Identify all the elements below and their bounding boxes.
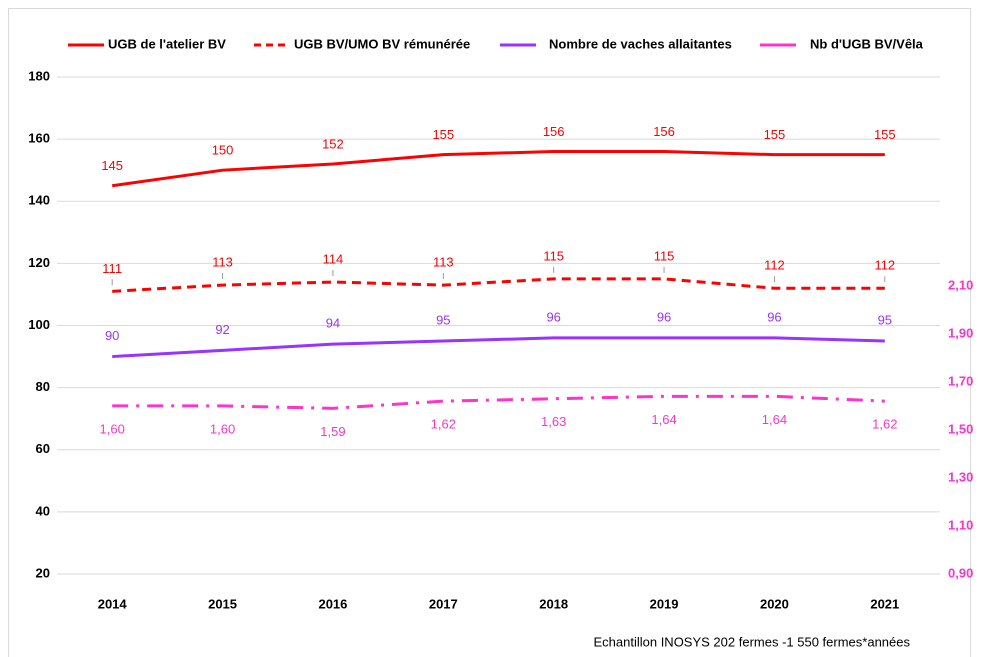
- legend-label: UGB de l'atelier BV: [108, 36, 226, 51]
- data-label: 145: [101, 158, 123, 173]
- data-label: 150: [212, 143, 234, 158]
- data-label: 94: [326, 316, 340, 331]
- y2-tick-label: 1,90: [948, 325, 973, 340]
- y-tick-label: 20: [36, 565, 50, 580]
- data-label: 1,60: [210, 421, 235, 436]
- series-line: [112, 277, 885, 293]
- data-label: 1,62: [431, 417, 456, 432]
- data-label: 152: [322, 136, 344, 151]
- data-label: 1,62: [872, 417, 897, 432]
- data-label: 96: [546, 309, 560, 324]
- data-label: 1,64: [651, 412, 676, 427]
- footnote: Echantillon INOSYS 202 fermes -1 550 fer…: [593, 634, 910, 649]
- chart-frame: [8, 8, 971, 657]
- data-label: 114: [323, 251, 344, 266]
- data-label: 155: [764, 127, 786, 142]
- data-label: 115: [654, 248, 675, 263]
- x-tick-label: 2020: [760, 596, 789, 611]
- legend-label: Nb d'UGB BV/Vêla: [810, 36, 924, 51]
- data-label: 115: [543, 248, 564, 263]
- series-line: [112, 336, 885, 359]
- y-tick-label: 160: [28, 131, 50, 146]
- series-line: [112, 394, 885, 410]
- y2-tick-label: 1,10: [948, 517, 973, 532]
- data-label: 155: [874, 127, 896, 142]
- data-label: 95: [878, 312, 892, 327]
- y-tick-label: 120: [28, 255, 50, 270]
- data-label: 96: [767, 309, 781, 324]
- legend-label: UGB BV/UMO BV rémunérée: [294, 36, 470, 51]
- y2-tick-label: 2,10: [948, 277, 973, 292]
- y-tick-label: 80: [36, 379, 50, 394]
- x-tick-label: 2016: [318, 596, 347, 611]
- y-tick-label: 100: [28, 317, 50, 332]
- y-tick-label: 180: [28, 68, 50, 83]
- x-tick-label: 2019: [650, 596, 679, 611]
- x-tick-label: 2018: [539, 596, 568, 611]
- y2-tick-label: 1,50: [948, 421, 973, 436]
- data-label: 156: [653, 124, 675, 139]
- data-label: 95: [436, 312, 450, 327]
- data-label: 1,60: [100, 421, 125, 436]
- legend-label: Nombre de vaches allaitantes: [549, 36, 732, 51]
- data-label: 156: [543, 124, 565, 139]
- data-label: 112: [874, 258, 895, 273]
- data-label: 1,59: [320, 424, 345, 439]
- data-label: 112: [764, 258, 785, 273]
- y2-tick-label: 1,30: [948, 469, 973, 484]
- data-label: 113: [212, 255, 233, 270]
- y2-tick-label: 1,70: [948, 373, 973, 388]
- y2-tick-label: 0,90: [948, 565, 973, 580]
- y-tick-label: 60: [36, 441, 50, 456]
- data-label: 1,64: [762, 412, 787, 427]
- y-tick-label: 140: [28, 193, 50, 208]
- x-tick-label: 2017: [429, 596, 458, 611]
- series-line: [111, 150, 885, 188]
- x-tick-label: 2015: [208, 596, 237, 611]
- data-label: 155: [432, 127, 454, 142]
- data-label: 90: [105, 328, 119, 343]
- x-tick-label: 2014: [98, 596, 128, 611]
- x-tick-label: 2021: [870, 596, 899, 611]
- data-label: 96: [657, 309, 671, 324]
- y-tick-label: 40: [36, 503, 50, 518]
- data-label: 111: [102, 261, 122, 276]
- data-label: 1,63: [541, 414, 566, 429]
- data-label: 92: [215, 322, 229, 337]
- data-label: 113: [433, 255, 454, 270]
